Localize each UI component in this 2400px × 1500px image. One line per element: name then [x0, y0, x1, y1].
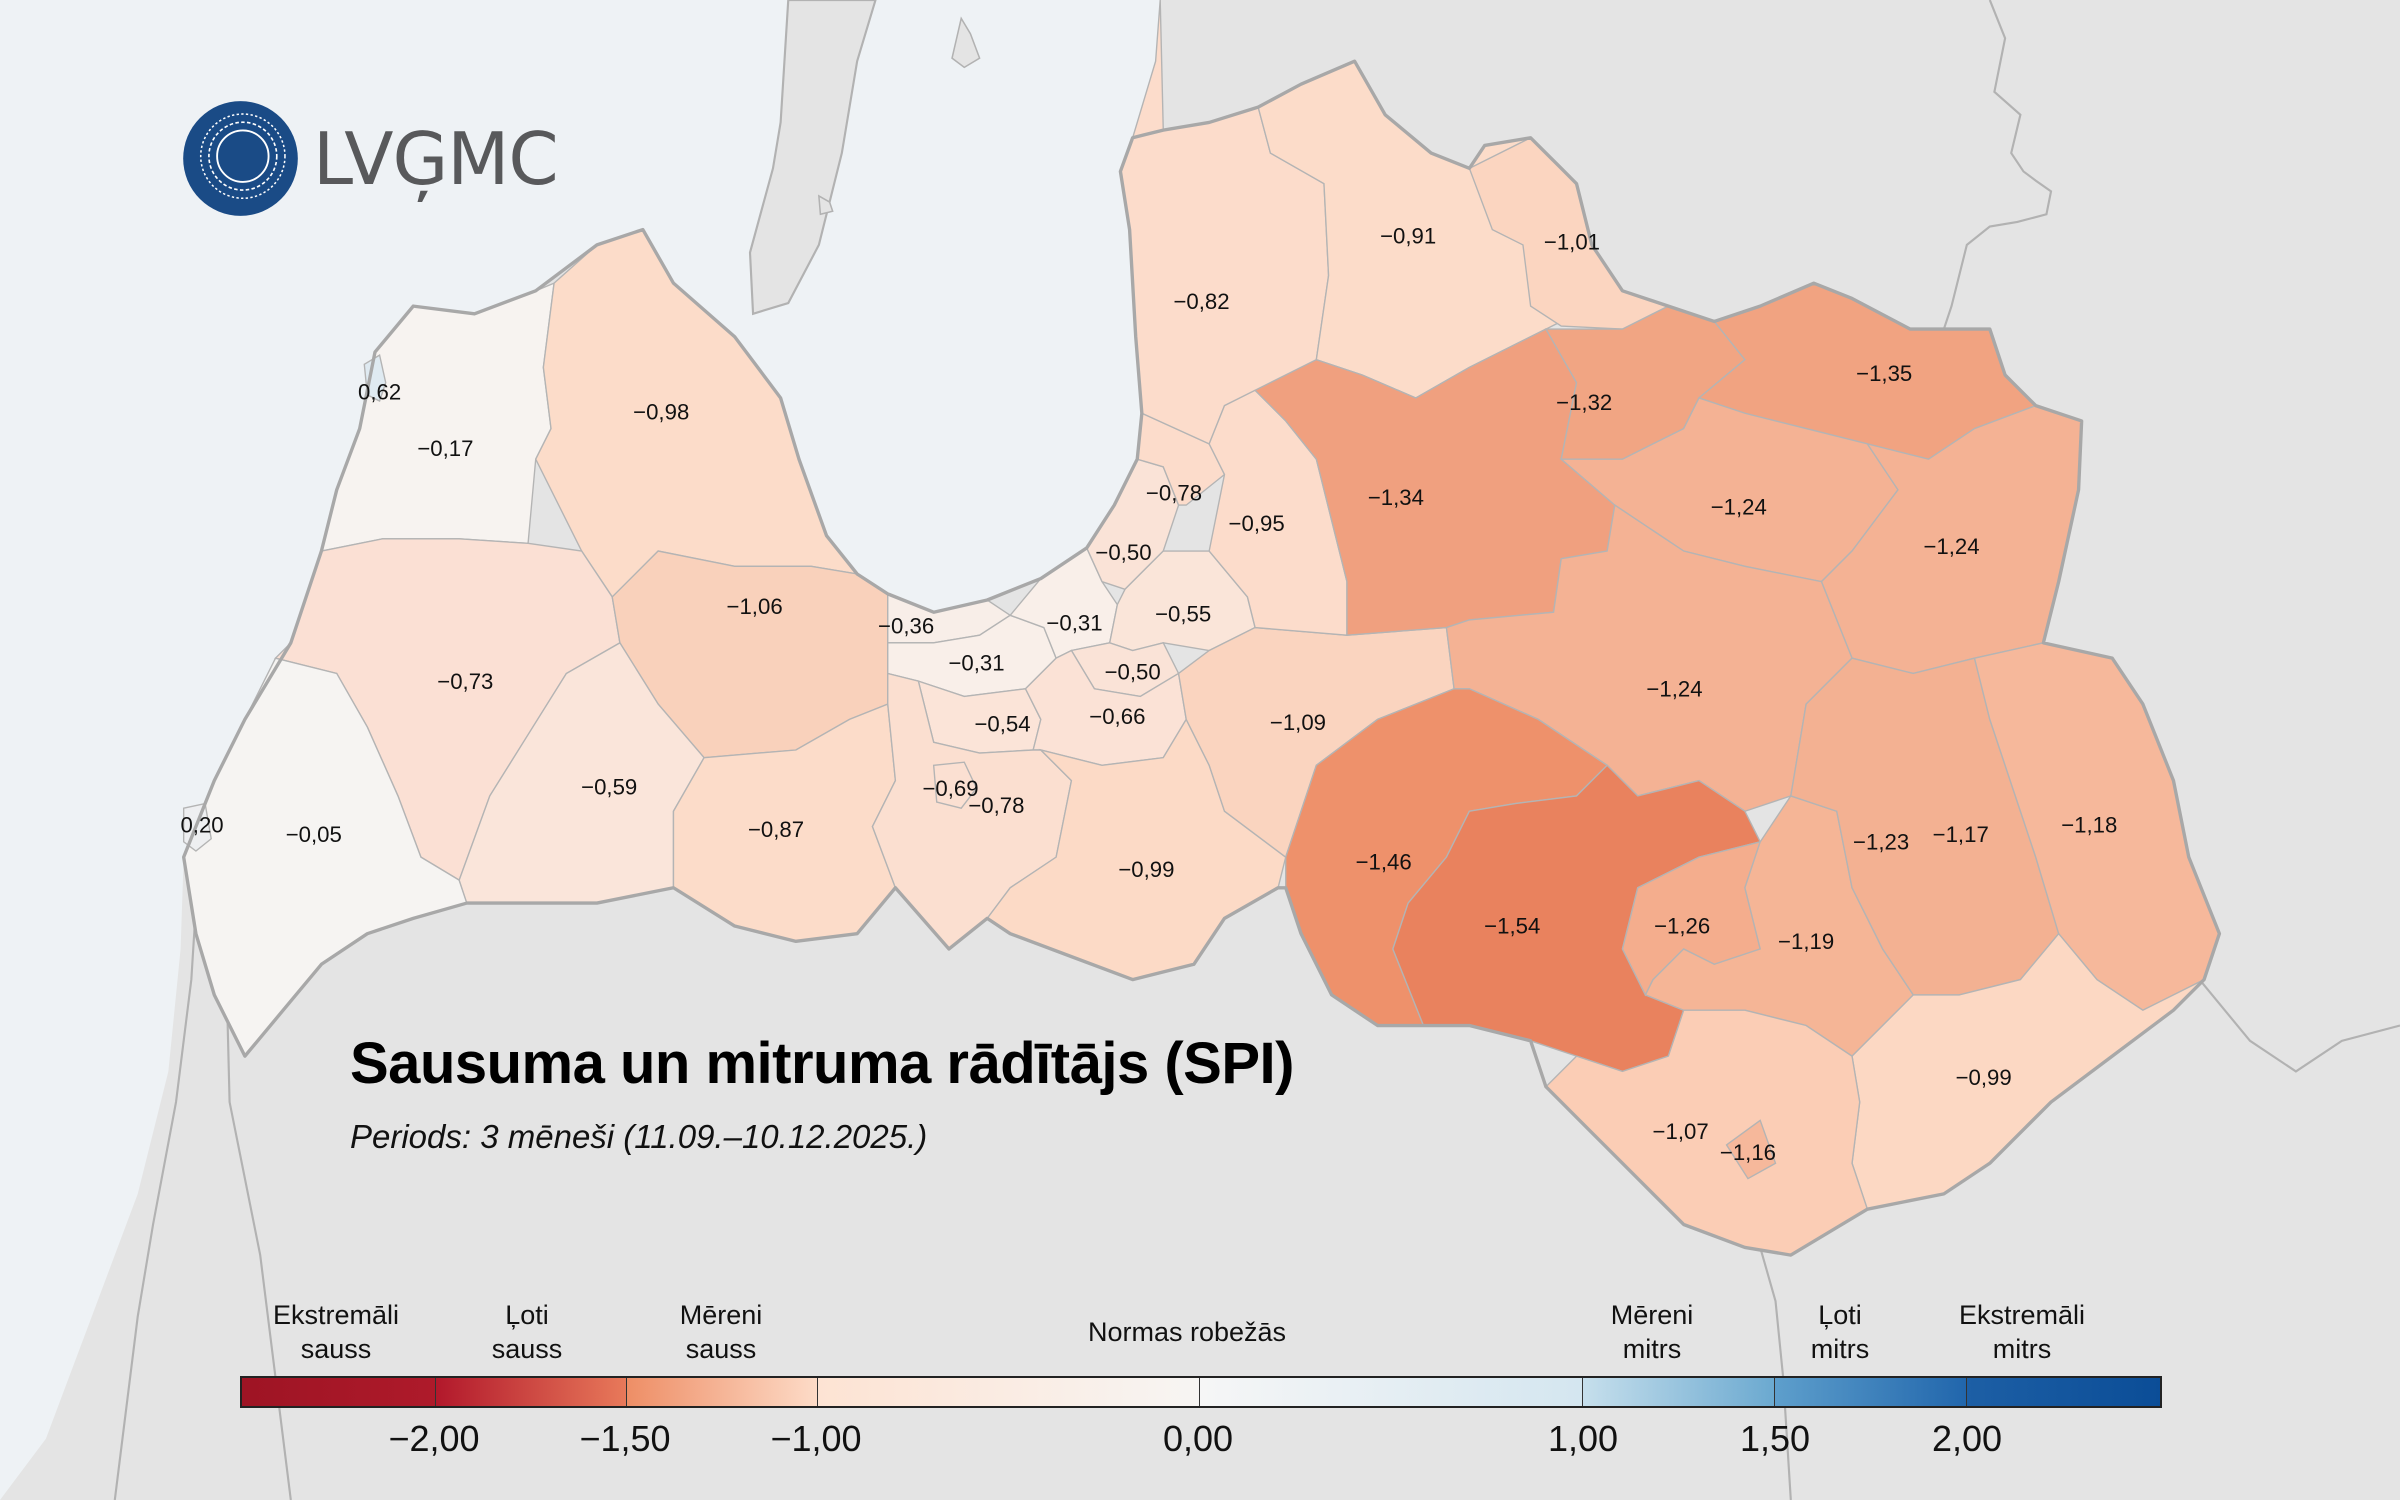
estonia-russia-border: [1909, 0, 2053, 376]
region-value-label: −0,59: [581, 774, 637, 799]
region-value-label: −1,24: [1646, 676, 1702, 701]
region-value-label: −1,23: [1853, 829, 1909, 854]
legend-segment: [436, 1378, 627, 1406]
curonian-spit: [113, 857, 201, 1500]
map-title: Sausuma un mitruma rādītājs (SPI): [350, 1031, 1294, 1096]
region-value-label: −0,55: [1155, 601, 1211, 626]
legend-segment: [1200, 1378, 1583, 1406]
region-value-label: −0,98: [633, 399, 689, 424]
region-value-label: −0,54: [974, 712, 1030, 737]
region-value-label: −1,07: [1653, 1119, 1709, 1144]
region-value-label: −1,24: [1711, 494, 1767, 519]
region-value-label: −0,50: [1095, 540, 1151, 565]
region-value-label: −1,16: [1720, 1140, 1776, 1165]
region-jelgava-city[interactable]: [932, 761, 978, 809]
region-value-label: −1,35: [1856, 361, 1912, 386]
legend-color-bar: [240, 1376, 2162, 1408]
region-value-label: −0,66: [1089, 704, 1145, 729]
region-value-label: −0,31: [948, 650, 1004, 675]
region-value-label: −0,69: [922, 776, 978, 801]
region-value-label: −0,05: [286, 822, 342, 847]
region-value-label: −1,26: [1654, 914, 1710, 939]
saaremaa-tip: [748, 0, 877, 316]
lvgmc-logo: LVĢMC: [182, 100, 559, 217]
region-value-label: −1,19: [1778, 929, 1834, 954]
legend-segment: [818, 1378, 1200, 1406]
region-daugavpils-city[interactable]: [1725, 1119, 1777, 1180]
region-value-label: −0,73: [437, 669, 493, 694]
region-value-label: −0,82: [1173, 289, 1229, 314]
region-value-label: −0,31: [1046, 611, 1102, 636]
region-value-label: −0,78: [968, 793, 1024, 818]
region-value-label: −0,36: [878, 614, 934, 639]
region-value-label: −1,01: [1544, 229, 1600, 254]
region-value-label: −1,09: [1270, 710, 1326, 735]
region-value-label: −1,06: [727, 594, 783, 619]
region-value-label: −1,24: [1923, 534, 1979, 559]
region-value-label: −0,17: [417, 436, 473, 461]
latvia-regions: [182, 0, 2221, 1256]
region-value-label: −0,87: [748, 817, 804, 842]
baltic-sea: [0, 0, 1161, 1500]
region-value-label: −1,17: [1933, 822, 1989, 847]
small-island: [951, 16, 981, 69]
small-island-2: [817, 194, 834, 216]
legend-segment: [242, 1378, 436, 1406]
region-value-label: 0,20: [180, 813, 223, 838]
legend-segment: [627, 1378, 818, 1406]
russia-belarus-border: [2198, 978, 2400, 1073]
region-value-label: −0,99: [1118, 857, 1174, 882]
region-value-label: −0,78: [1146, 481, 1202, 506]
region-value-label: −1,18: [2061, 813, 2117, 838]
legend-segment: [1967, 1378, 2160, 1406]
region-value-label: −0,99: [1956, 1065, 2012, 1090]
region-value-label: −0,95: [1229, 511, 1285, 536]
region-value-label: 0,62: [358, 379, 401, 404]
region-value-label: −1,32: [1556, 390, 1612, 415]
map-subtitle: Periods: 3 mēneši (11.09.–10.12.2025.): [350, 1118, 928, 1155]
region-value-labels: 0,62 −0,17 −0,98 −0,82 −0,91 −1,01 −1,32 −1,35 −…: [180, 223, 2117, 1165]
region-value-label: −1,54: [1484, 914, 1540, 939]
region-value-label: −0,50: [1105, 660, 1161, 685]
region-value-label: −0,91: [1380, 223, 1436, 248]
lithuania-belarus-border: [1759, 1247, 1792, 1500]
legend-segment: [1775, 1378, 1967, 1406]
region-value-label: −1,46: [1356, 849, 1412, 874]
logo-text: LVĢMC: [313, 116, 559, 201]
latvia-border: [181, 59, 2222, 1257]
region-value-label: −1,34: [1368, 485, 1424, 510]
lvgmc-logo-icon: [183, 101, 298, 216]
legend-segment: [1583, 1378, 1775, 1406]
